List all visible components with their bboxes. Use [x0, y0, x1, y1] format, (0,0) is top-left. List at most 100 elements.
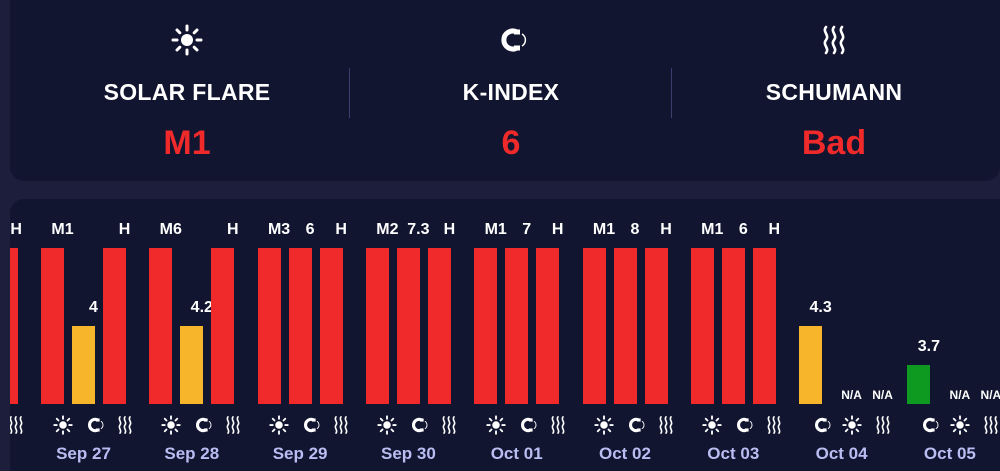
schumann-bar-label: H: [227, 221, 239, 238]
kindex-bar-label: 7: [522, 221, 532, 238]
schumann-bar: [319, 248, 343, 404]
schumann-bar: [752, 248, 776, 404]
magnet-icon: [919, 415, 939, 435]
waves-icon: [331, 415, 351, 435]
sun-icon: [52, 415, 73, 435]
day-label: Sep 29: [272, 444, 328, 463]
schumann-bar: [103, 248, 126, 404]
sun-icon: [161, 415, 181, 435]
kindex-bar: [907, 365, 931, 404]
day-label: Sep 30: [380, 444, 436, 463]
solar-flare-metric: SOLAR FLARE M1: [26, 0, 348, 181]
magnet-icon: [625, 415, 645, 435]
waves-icon: [115, 415, 135, 435]
magnet-icon: [300, 415, 320, 435]
solar-bar-label: M1: [592, 221, 616, 238]
solar-bar-label: M3: [267, 221, 291, 238]
waves-icon: [764, 415, 784, 435]
kindex-bar-label: 6: [738, 221, 748, 238]
solar-bar: [149, 248, 173, 404]
waves-icon: [673, 24, 995, 56]
schumann-bar-label: H: [443, 221, 456, 238]
waves-icon: [223, 415, 243, 435]
waves-icon: [873, 415, 893, 435]
solar-flare-value: M1: [163, 124, 211, 162]
sun-icon: [594, 415, 614, 435]
solar-bar: [582, 248, 606, 404]
k-index-value: 6: [501, 124, 521, 162]
day-label: Oct 04: [815, 444, 868, 463]
day-label: Sep 27: [56, 444, 111, 463]
kindex-bar-label: 3.7: [917, 338, 941, 355]
schumann-bar: [427, 248, 451, 404]
day-label: Oct 05: [923, 444, 976, 463]
schumann-bar: [644, 248, 668, 404]
day-label: Oct 03: [707, 444, 760, 463]
schumann-bar-label: N/A: [980, 388, 1000, 402]
k-index-label: K-INDEX: [462, 79, 560, 105]
schumann-bar-label: H: [660, 221, 672, 238]
solar-bar-label: M1: [701, 221, 724, 238]
schumann-bar-label: N/A: [872, 388, 893, 402]
schumann-bar: [536, 248, 560, 404]
kindex-bar-label: 4.2: [190, 299, 213, 316]
solar-bar-label: M6: [159, 221, 182, 238]
sun-icon: [269, 415, 289, 435]
magnet-icon: [192, 415, 212, 435]
solar-bar-label: N/A: [841, 388, 862, 402]
kindex-bar-label: 6: [305, 221, 315, 238]
waves-icon: [439, 415, 459, 435]
day-label: Sep 28: [164, 444, 220, 463]
day-label: Oct 02: [599, 444, 651, 463]
sun-icon: [377, 415, 398, 435]
kindex-bar: [396, 248, 420, 404]
solar-bar: [365, 248, 389, 404]
magnet-icon: [350, 24, 672, 56]
day-label: Oct 01: [490, 444, 543, 463]
sun-icon: [486, 415, 506, 435]
waves-icon: [981, 415, 1000, 435]
waves-icon: [656, 415, 676, 435]
solar-flare-label: SOLAR FLARE: [103, 79, 271, 105]
daily-bars: H M1 4 H Sep 27 M6 4.2 H Sep 28 M3 6 H Sep 29 M2 7.3 H S…: [10, 199, 1000, 471]
solar-bar: [474, 248, 498, 404]
kindex-bar-label: 4: [89, 299, 98, 316]
solar-bar: [41, 248, 64, 404]
schumann-value: Bad: [801, 124, 867, 162]
schumann-bar: [10, 248, 18, 404]
sun-icon: [26, 24, 348, 56]
schumann-bar-label: H: [335, 221, 347, 238]
kindex-bar: [72, 326, 95, 404]
magnet-icon: [733, 415, 753, 435]
kindex-bar: [288, 248, 312, 404]
sun-icon: [950, 415, 970, 435]
kindex-bar: [505, 248, 529, 404]
kindex-bar: [613, 248, 637, 404]
solar-bar: [257, 248, 281, 404]
magnet-icon: [517, 415, 537, 435]
summary-panel: SOLAR FLARE M1 K-INDEX 6 SCHUMA: [10, 0, 1000, 181]
solar-bar-label: M2: [376, 221, 399, 238]
waves-icon: [548, 415, 568, 435]
magnet-icon: [811, 415, 831, 435]
schumann-metric: SCHUMANN Bad: [673, 0, 995, 181]
kindex-bar-label: 7.3: [407, 221, 430, 238]
daily-chart-panel: H M1 4 H Sep 27 M6 4.2 H Sep 28 M3 6 H Sep 29 M2 7.3 H S…: [10, 199, 1000, 471]
magnet-icon: [84, 415, 104, 435]
solar-bar-label: M1: [484, 221, 507, 238]
k-index-metric: K-INDEX 6: [350, 0, 672, 181]
waves-icon: [10, 415, 26, 435]
kindex-bar-label: 4.3: [809, 299, 832, 316]
solar-bar-label: M1: [51, 221, 74, 238]
divider: [349, 68, 350, 118]
kindex-bar: [180, 326, 204, 404]
schumann-bar: [211, 248, 235, 404]
schumann-bar-label: H: [10, 221, 22, 238]
solar-bar: [690, 248, 714, 404]
schumann-bar-label: H: [551, 221, 564, 238]
sun-icon: [702, 415, 722, 435]
sun-icon: [841, 415, 862, 435]
schumann-bar-label: H: [768, 221, 781, 238]
magnet-icon: [408, 415, 428, 435]
kindex-bar-label: 8: [630, 221, 640, 238]
